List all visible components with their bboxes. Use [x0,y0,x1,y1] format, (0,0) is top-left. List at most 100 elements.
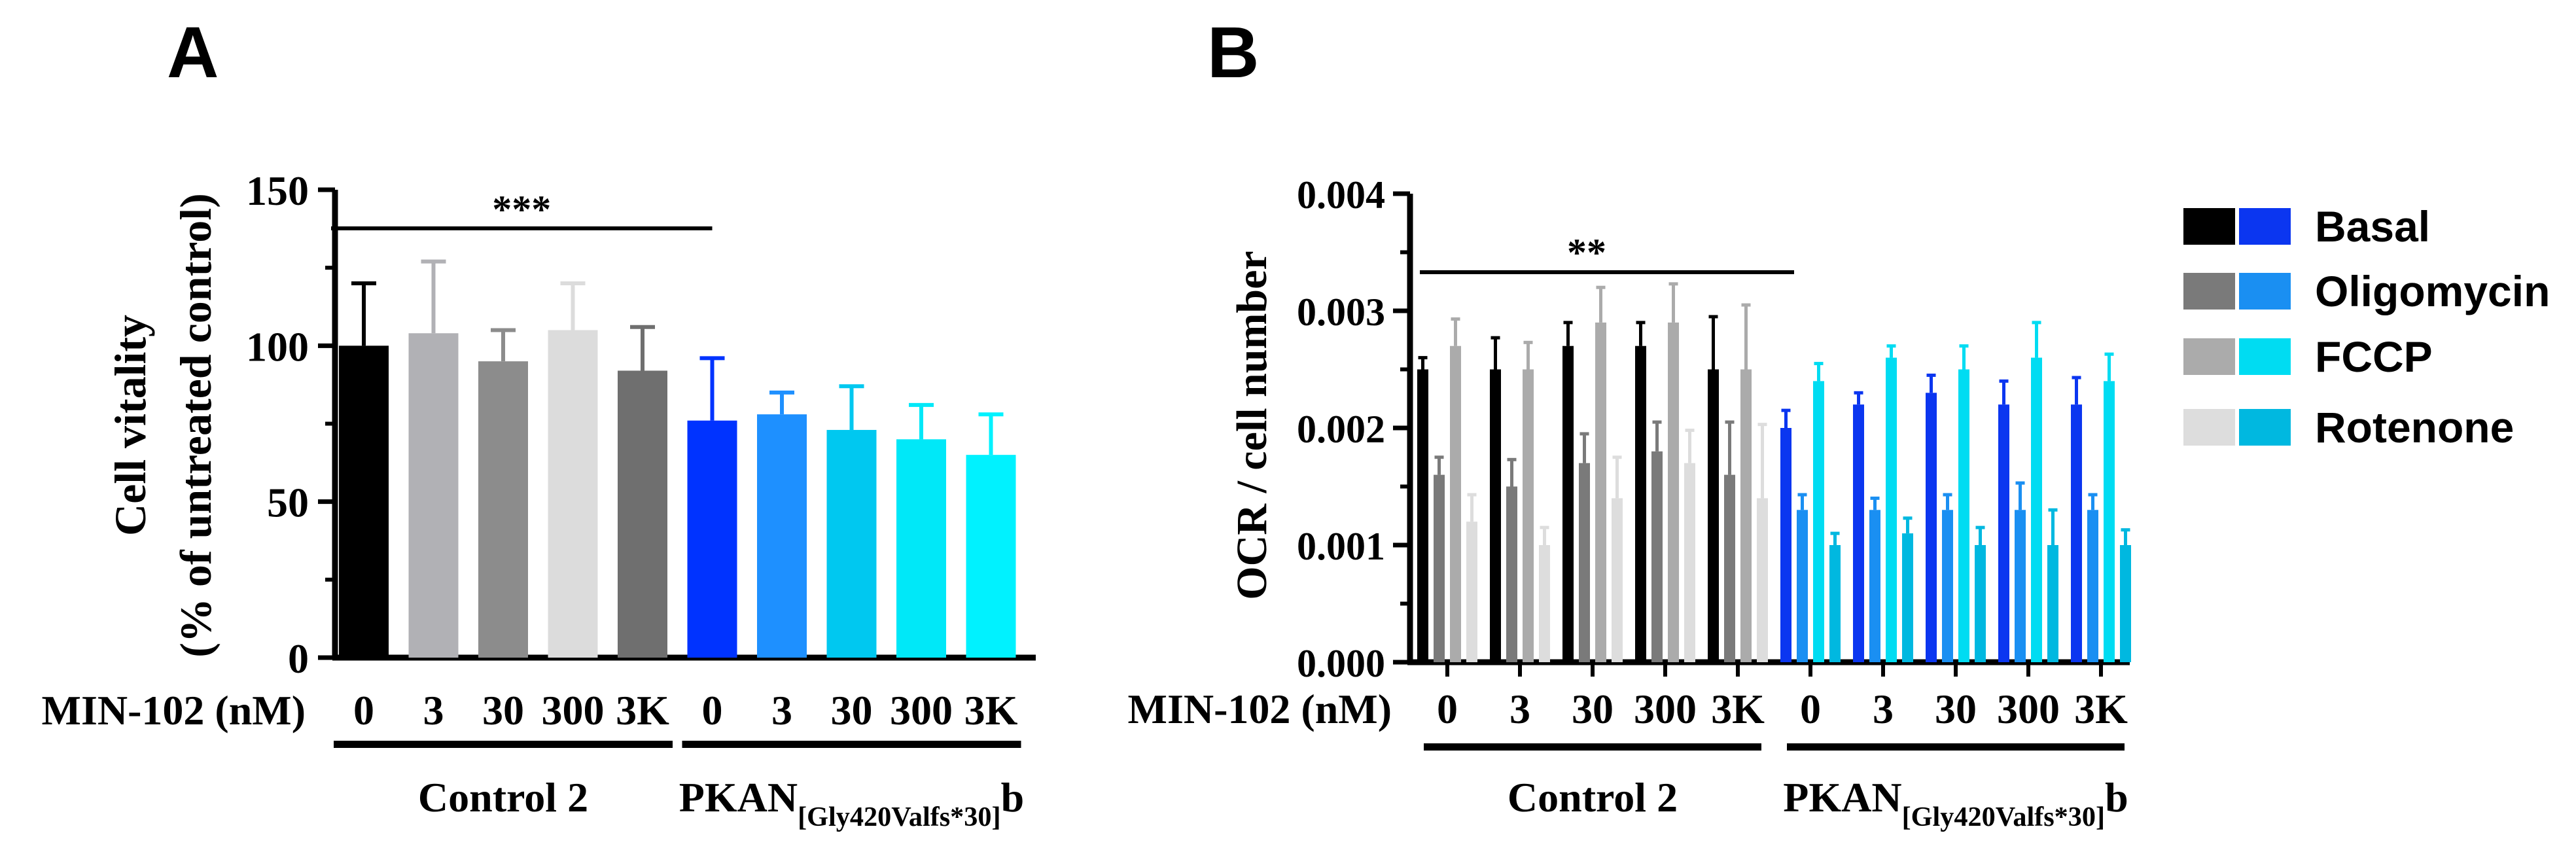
legend-swatch-pkan [2239,409,2291,446]
bar-basal [1417,369,1428,662]
bar-oligomycin [1869,510,1880,662]
bar-fccp [2104,381,2115,662]
group-label-main: PKAN [1783,774,1901,821]
group-bracket [334,741,673,748]
bar-oligomycin [1506,486,1517,662]
y-tick-label: 0.003 [1297,291,1385,334]
chart-panel-b: 0.000 0.001 0.002 0.003 0.004 OCR / cell numb… [1128,173,2131,832]
legend: Basal Oligomycin FCCP Rotenone [2183,202,2550,452]
x-tick-label: 3K [1711,686,1765,732]
x-tick-label: 30 [1935,686,1977,732]
bar-fccp [1523,369,1534,662]
bar-oligomycin [2015,510,2026,662]
bar-rotenone [2120,545,2131,662]
bar-fccp [2031,357,2042,662]
x-tick-label: 30 [831,687,873,734]
legend-label: FCCP [2315,332,2433,381]
bar-fccp [1886,357,1897,662]
bar [548,330,598,658]
group-bracket [1424,743,1761,751]
y-axis-label: Cell vitality [105,315,155,536]
y-tick-label: 0.001 [1297,525,1385,568]
bar-basal [1998,404,2009,662]
y-tick-label: 100 [246,323,309,370]
y-tick-label: 0.004 [1297,173,1385,217]
group-label-1: PKAN[Gly420Valfs*30]b [679,774,1024,832]
y-axis-label-secondary: (% of untreated control) [171,193,221,657]
bar-basal [1926,393,1937,662]
x-tick-label: 300 [1634,686,1697,732]
y-tick-label: 0 [288,635,309,682]
bar-rotenone [1757,498,1768,662]
group-label-suffix: b [1001,774,1025,821]
bar [757,414,807,658]
bar [687,420,737,658]
group-label-1: PKAN[Gly420Valfs*30]b [1783,774,2128,832]
legend-swatch-control [2183,208,2235,245]
bar-basal [1853,404,1864,662]
x-tick-label: 3K [616,687,669,734]
legend-swatch-pkan [2239,208,2291,245]
bar-fccp [1740,369,1752,662]
x-tick-label: 3K [964,687,1018,734]
bar [618,370,667,658]
legend-label: Rotenone [2315,403,2514,452]
group-label-0: Control 2 [1508,774,1678,821]
bar-oligomycin [1434,474,1445,662]
x-tick-label: 0 [1800,686,1821,732]
chart-panel-a: 0 50 100 150 Cell vitality (% of untreated co… [42,168,1036,832]
bar [408,333,459,658]
bar-oligomycin [1942,510,1953,662]
legend-label: Basal [2315,202,2430,251]
bar-rotenone [1684,463,1695,662]
y-axis-label: OCR / cell number [1228,251,1276,599]
bar-fccp [1813,381,1824,662]
x-tick-label: 3 [423,687,444,734]
bar-rotenone [2047,545,2058,662]
bar-oligomycin [1651,451,1663,662]
bar-rotenone [1975,545,1986,662]
significance-label: ** [1567,231,1606,274]
group-bracket [682,741,1021,748]
x-tick-label: 30 [1572,686,1614,732]
bar-rotenone [1829,545,1841,662]
bar-fccp [1595,322,1606,662]
x-tick-label: 3 [1509,686,1530,732]
bar-basal [1562,345,1574,662]
group-label-main: PKAN [679,774,798,821]
significance-label: *** [492,188,551,231]
group-label-main: Control 2 [1508,774,1678,821]
panel-letter-a: A [167,12,219,93]
group-label-main: Control 2 [418,774,588,821]
legend-swatch-pkan [2239,338,2291,375]
legend-swatch-pkan [2239,273,2291,310]
legend-swatch-control [2183,409,2235,446]
bar-fccp [1958,369,1969,662]
bar-fccp [1668,322,1679,662]
group-label-subscript: [Gly420Valfs*30] [798,802,1001,832]
bar-basal [1708,369,1719,662]
x-tick-label: 3 [1873,686,1894,732]
x-tick-label: 3 [771,687,792,734]
x-axis-prefix-label: MIN-102 (nM) [42,687,306,734]
x-tick-label: 30 [482,687,524,734]
legend-label: Oligomycin [2315,267,2550,315]
bar [478,361,528,658]
group-label-subscript: [Gly420Valfs*30] [1902,802,2106,832]
panel-letter-b: B [1207,12,1259,93]
legend-swatch-control [2183,273,2235,310]
legend-swatch-control [2183,338,2235,375]
bar [966,455,1016,658]
x-tick-label: 0 [353,687,374,734]
bar [339,345,389,658]
bar-rotenone [1612,498,1623,662]
x-tick-label: 300 [542,687,605,734]
bar-rotenone [1466,522,1477,662]
bar-fccp [1450,345,1461,662]
bar-rotenone [1539,545,1550,662]
group-bracket [1787,743,2125,751]
x-tick-label: 0 [1437,686,1458,732]
y-tick-label: 50 [267,480,309,526]
group-label-suffix: b [2105,774,2128,821]
